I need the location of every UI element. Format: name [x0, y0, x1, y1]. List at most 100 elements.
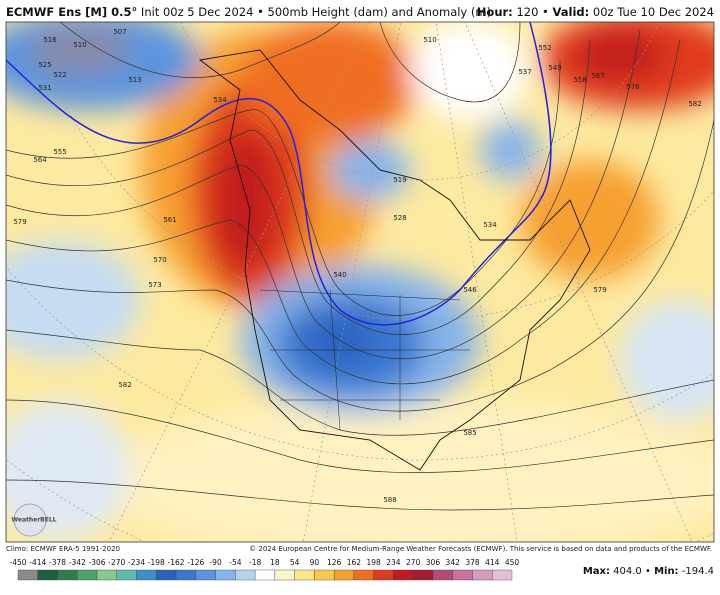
colorbar: -450 -414 -378 -342 -306 -270 -234 -198 -162 -126…: [9, 558, 520, 581]
contour-label: 576: [626, 83, 640, 91]
contour-label: 531: [38, 84, 51, 92]
colorbar-tick-label: 54: [290, 558, 300, 567]
contour-label: 588: [383, 496, 396, 504]
colorbar-bin: [452, 569, 473, 581]
contour-label: 510: [423, 36, 436, 44]
colorbar-bin: [472, 569, 493, 581]
colorbar-tick-label: 270: [406, 558, 421, 567]
colorbar-tick-label: -90: [209, 558, 221, 567]
hour: 120: [516, 5, 538, 19]
colorbar-tick-label: -306: [89, 558, 106, 567]
climo: Climo: ECMWF ERA-5 1991-2020: [6, 545, 120, 553]
contour-label: 540: [333, 271, 346, 279]
contour-label: 528: [393, 214, 406, 222]
field: 500mb Height (dam) and Anomaly (m): [268, 5, 492, 19]
colorbar-tick-label: -270: [108, 558, 125, 567]
colorbar-bin: [37, 569, 58, 581]
colorbar-tick-label: 378: [465, 558, 480, 567]
colorbar-bin: [393, 569, 414, 581]
colorbar-bin: [195, 569, 216, 581]
title: ECMWF Ens [M] 0.5° Init 00z 5 Dec 2024 •…: [6, 5, 491, 19]
contour-label: 552: [538, 44, 551, 52]
max-min: Max: 404.0 • Min: -194.4: [583, 566, 714, 577]
contour-label: 513: [128, 76, 141, 84]
colorbar-bin: [373, 569, 394, 581]
min: -194.4: [682, 566, 714, 577]
contour-label: 534: [213, 96, 227, 104]
colorbar-tick-label: 342: [446, 558, 461, 567]
colorbar-tick-label: -54: [229, 558, 241, 567]
colorbar-bin: [294, 569, 315, 581]
valid-label: Valid:: [553, 5, 590, 19]
colorbar-tick-label: 306: [426, 558, 441, 567]
colorbar-bin: [57, 569, 78, 581]
max: 404.0: [613, 566, 642, 577]
colorbar-bin: [215, 569, 236, 581]
contour-label: 525: [38, 61, 51, 69]
colorbar-tick-label: -234: [128, 558, 145, 567]
colorbar-tick-label: -378: [49, 558, 66, 567]
540-contour: [6, 22, 552, 326]
copyright: © 2024 European Centre for Medium-Range …: [249, 545, 712, 553]
contour-label: 579: [593, 286, 606, 294]
height-contours: [6, 22, 714, 511]
contour-label: 507: [113, 28, 126, 36]
colorbar-bin: [175, 569, 197, 581]
contour-label: 567: [591, 72, 604, 80]
contour-label: 549: [548, 64, 561, 72]
colorbar-tick-label: 414: [485, 558, 500, 567]
logo: WeatherBELL: [11, 503, 57, 537]
colorbar-bin: [96, 569, 118, 581]
contour-label: 519: [393, 176, 406, 184]
colorbar-tick-label: -342: [69, 558, 86, 567]
colorbar-tick-label: -126: [187, 558, 204, 567]
colorbar-bin: [235, 569, 256, 581]
colorbar-tick-label: 198: [367, 558, 382, 567]
max-label: Max:: [583, 566, 610, 577]
colorbar-bin: [17, 569, 38, 581]
init: Init 00z 5 Dec 2024: [141, 5, 254, 19]
colorbar-bin: [492, 569, 513, 581]
model: ECMWF Ens [M] 0.5°: [6, 5, 137, 19]
colorbar-bin: [156, 569, 177, 581]
colorbar-tick-label: 162: [347, 558, 362, 567]
contour-label: 534: [483, 221, 497, 229]
colorbar-bin: [314, 569, 335, 581]
contour-label: 558: [573, 76, 586, 84]
contour-label: 555: [53, 148, 66, 156]
hour-label: Hour:: [477, 5, 513, 19]
colorbar-bin: [413, 569, 434, 581]
colorbar-bin: [136, 569, 157, 581]
contour-label: 570: [153, 256, 166, 264]
colorbar-tick-label: -18: [249, 558, 261, 567]
valid: 00z Tue 10 Dec 2024: [593, 5, 714, 19]
min-label: Min:: [654, 566, 679, 577]
contour-label: 516: [43, 36, 57, 44]
contour-label: 582: [688, 100, 701, 108]
borders: [259, 289, 470, 431]
colorbar-bin: [274, 569, 295, 581]
contour-label: 537: [518, 68, 531, 76]
contour-label: 546: [463, 286, 477, 294]
contour-label: 579: [13, 218, 26, 226]
colorbar-tick-label: -414: [29, 558, 46, 567]
colorbar-tick-label: -198: [148, 558, 165, 567]
logo-text: WeatherBELL: [11, 517, 56, 524]
colorbar-bin: [353, 569, 374, 581]
colorbar-tick-label: -162: [168, 558, 185, 567]
contour-label: 522: [53, 71, 66, 79]
colorbar-tick-label: 450: [505, 558, 520, 567]
colorbar-bin: [77, 569, 98, 581]
colorbar-bin: [432, 569, 453, 581]
colorbar-tick-label: 126: [327, 558, 342, 567]
colorbar-tick-label: 18: [270, 558, 280, 567]
contour-label: 510: [73, 41, 86, 49]
contour-label: 564: [33, 156, 47, 164]
colorbar-bin: [116, 569, 137, 581]
map-frame: [5, 21, 715, 543]
